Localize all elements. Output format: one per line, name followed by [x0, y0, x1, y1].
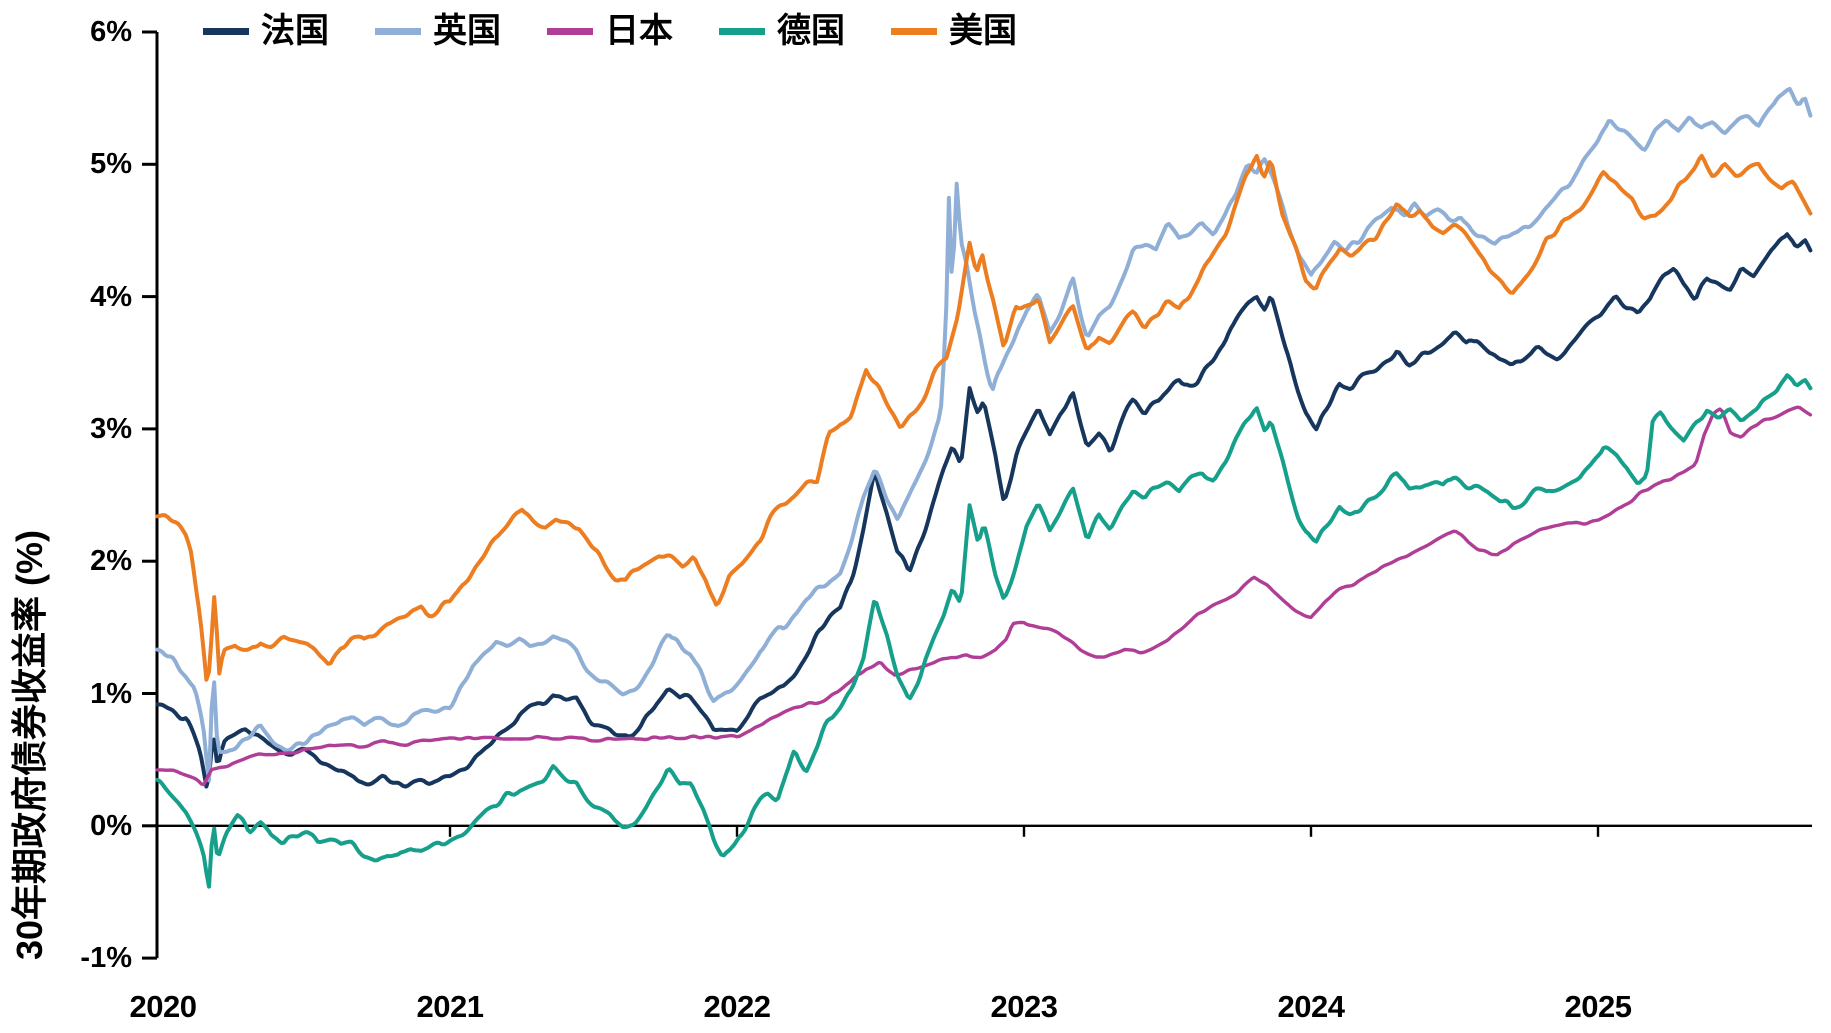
y-tick-label-3%: 3% [90, 412, 132, 445]
legend-label-japan: 日本 [605, 12, 673, 50]
y-tick-label-4%: 4% [90, 280, 132, 313]
x-tick-label-2023: 2023 [990, 989, 1058, 1024]
legend-swatch-france [203, 27, 249, 35]
y-tick-label-1%: 1% [90, 677, 132, 710]
y-axis-title: 30年期政府债券收益率 (%) [9, 529, 50, 961]
series-line-us [155, 153, 1813, 682]
x-tick-label-2025: 2025 [1564, 989, 1632, 1024]
legend-item-france: 法国 [203, 11, 329, 51]
legend-label-uk: 英国 [433, 12, 501, 50]
legend-label-us: 美国 [949, 12, 1017, 50]
x-tick-label-2022: 2022 [703, 989, 771, 1024]
series-line-germany [155, 373, 1813, 889]
series-line-france [155, 232, 1813, 789]
legend-swatch-germany [719, 27, 765, 35]
y-tick-label-5%: 5% [90, 148, 132, 181]
y-tick-label--1%: -1% [80, 942, 132, 975]
legend: 法国 英国 日本 德国 美国 [203, 11, 1017, 51]
legend-item-us: 美国 [891, 11, 1017, 51]
legend-swatch-japan [547, 27, 593, 35]
y-tick-label-0%: 0% [90, 809, 132, 842]
legend-swatch-uk [375, 27, 421, 35]
x-tick-label-2020: 2020 [129, 989, 197, 1024]
legend-item-japan: 日本 [547, 11, 673, 51]
y-tick-label-2%: 2% [90, 545, 132, 578]
legend-label-france: 法国 [261, 12, 329, 50]
y-tick-label-6%: 6% [90, 16, 132, 48]
legend-label-germany: 德国 [777, 12, 845, 50]
legend-item-uk: 英国 [375, 11, 501, 51]
legend-swatch-us [891, 27, 937, 35]
series-line-japan [155, 405, 1813, 787]
legend-item-germany: 德国 [719, 11, 845, 51]
series-line-uk [155, 86, 1813, 783]
x-tick-label-2024: 2024 [1277, 989, 1345, 1024]
x-tick-label-2021: 2021 [416, 989, 484, 1024]
